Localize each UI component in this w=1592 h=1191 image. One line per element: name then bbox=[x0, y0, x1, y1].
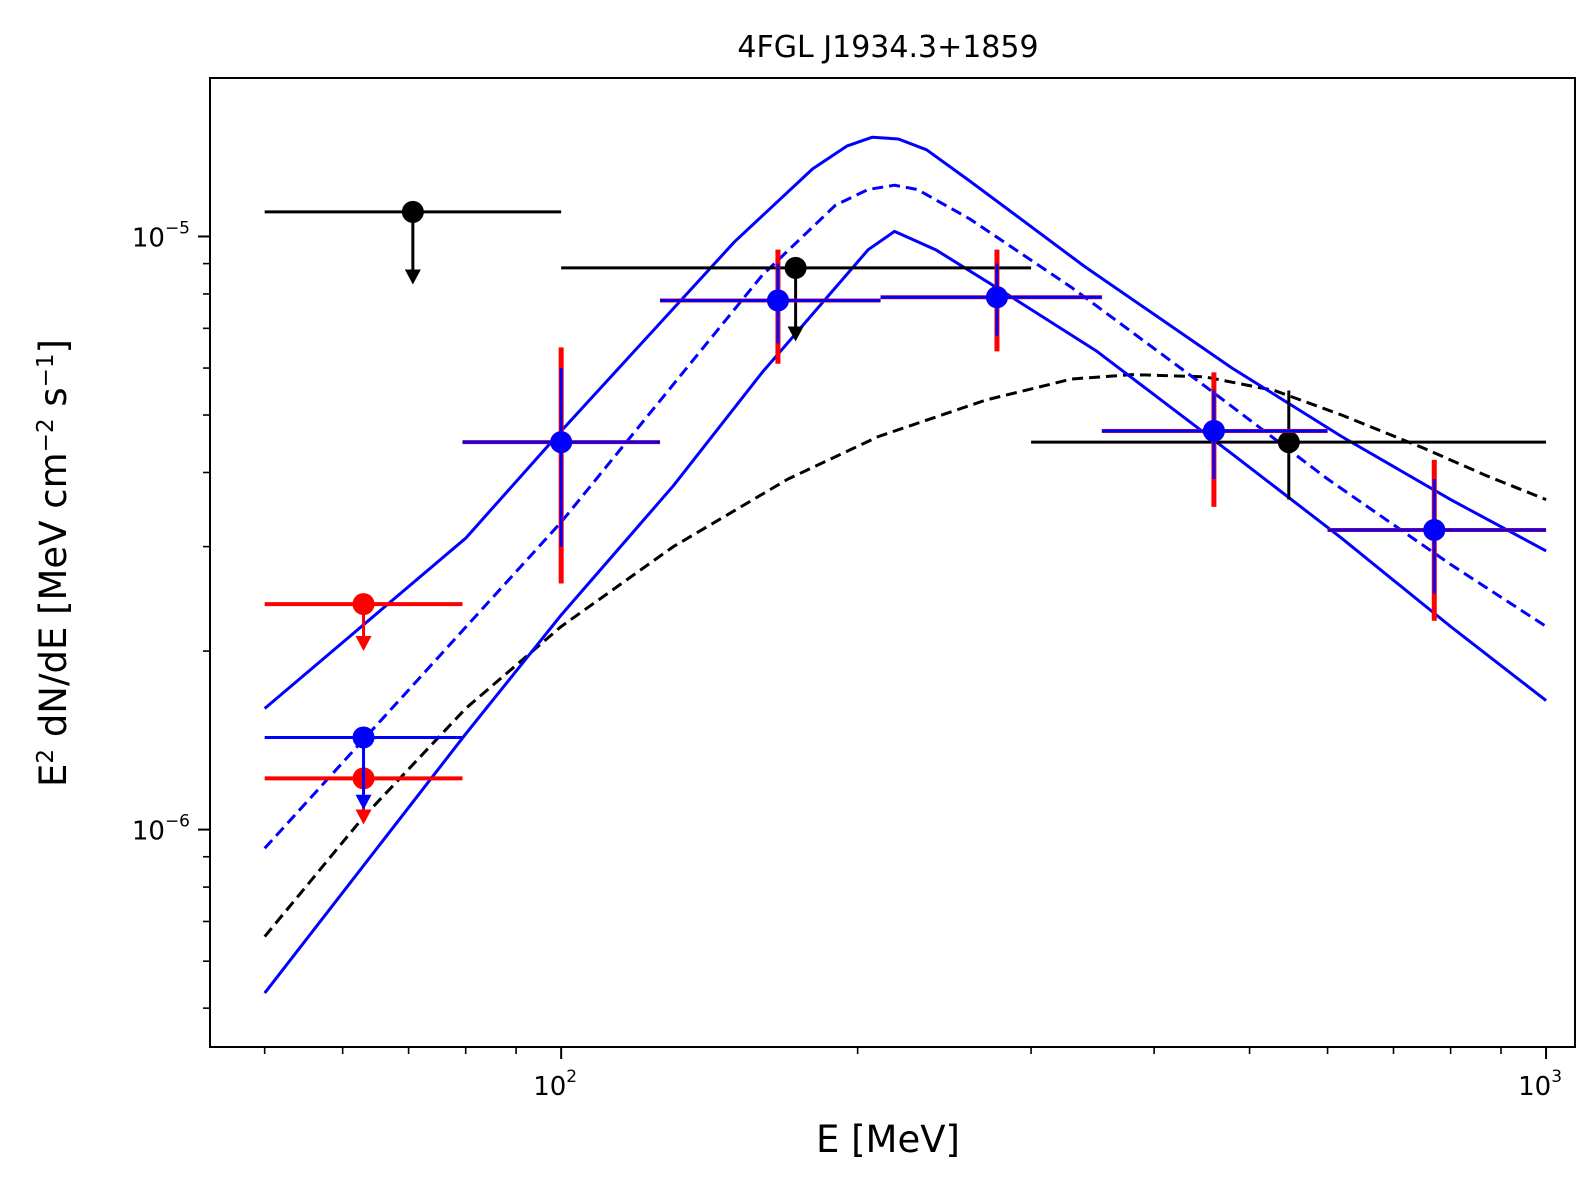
x-tick-exp-1: 3 bbox=[1551, 1067, 1562, 1087]
y-label-e-exp: 2 bbox=[33, 749, 59, 764]
y-label-unit-1: dN/dE [MeV cm bbox=[32, 452, 75, 749]
x-tick-exp-0: 2 bbox=[566, 1067, 577, 1087]
curve-broken-powerlaw-lower-band bbox=[263, 229, 1548, 995]
red-ul-arrow-1-head bbox=[355, 809, 372, 825]
y-tick-label-1: 10−5 bbox=[132, 218, 190, 253]
y-label-e: E bbox=[32, 764, 75, 787]
blue-point-1 bbox=[462, 368, 661, 547]
blue-marker-4 bbox=[1202, 419, 1225, 442]
x-axis-label: E [MeV] bbox=[816, 1118, 960, 1161]
plot-area bbox=[263, 135, 1548, 995]
blue-point-4 bbox=[1101, 390, 1328, 480]
blue-point-5 bbox=[1327, 479, 1547, 594]
blue-point-0 bbox=[264, 726, 463, 810]
black-ul-arrow-1-head bbox=[787, 326, 804, 342]
black-ul-arrow-0-head bbox=[404, 269, 421, 285]
curve-logparabola-model bbox=[263, 373, 1547, 938]
red-marker-0 bbox=[352, 593, 375, 616]
curve-broken-powerlaw-upper-band bbox=[263, 135, 1547, 710]
x-tick-base-1: 10 bbox=[1518, 1072, 1551, 1102]
y-label-s-exp: −1 bbox=[33, 353, 59, 387]
y-axis-label: E2 dN/dE [MeV cm−2 s−1] bbox=[32, 339, 75, 787]
y-label-unit-3: ] bbox=[32, 339, 75, 353]
y-label-cm-exp: −2 bbox=[33, 418, 59, 452]
y-tick-label-0: 10−6 bbox=[132, 812, 190, 847]
blue-marker-2 bbox=[766, 289, 789, 312]
x-tick-label-0: 102 bbox=[533, 1067, 577, 1102]
curve-broken-powerlaw-model bbox=[263, 183, 1547, 850]
y-tick-exp-0: −6 bbox=[165, 812, 190, 832]
black-point-2 bbox=[1031, 390, 1547, 500]
x-tick-base-0: 10 bbox=[533, 1072, 566, 1102]
blue-point-2 bbox=[660, 263, 881, 344]
blue-ul-arrow-0-head bbox=[355, 794, 372, 810]
black-marker-1 bbox=[784, 256, 807, 279]
y-tick-base-1: 10 bbox=[132, 223, 165, 253]
blue-marker-5 bbox=[1423, 518, 1446, 541]
y-tick-exp-1: −5 bbox=[165, 218, 190, 238]
black-marker-2 bbox=[1277, 431, 1300, 454]
black-point-1 bbox=[561, 256, 1032, 342]
chart-title: 4FGL J1934.3+1859 bbox=[737, 30, 1038, 65]
red-point-0 bbox=[264, 593, 463, 652]
blue-marker-0 bbox=[352, 726, 375, 749]
blue-marker-1 bbox=[550, 431, 573, 454]
x-tick-label-1: 103 bbox=[1518, 1067, 1562, 1102]
y-label-unit-2: s bbox=[32, 387, 75, 418]
blue-point-3 bbox=[880, 263, 1102, 336]
black-marker-0 bbox=[401, 200, 424, 223]
y-tick-base-0: 10 bbox=[132, 817, 165, 847]
blue-marker-3 bbox=[985, 286, 1008, 309]
axes-frame bbox=[209, 77, 1576, 1048]
red-ul-arrow-0-head bbox=[355, 636, 372, 652]
black-point-0 bbox=[264, 200, 562, 285]
